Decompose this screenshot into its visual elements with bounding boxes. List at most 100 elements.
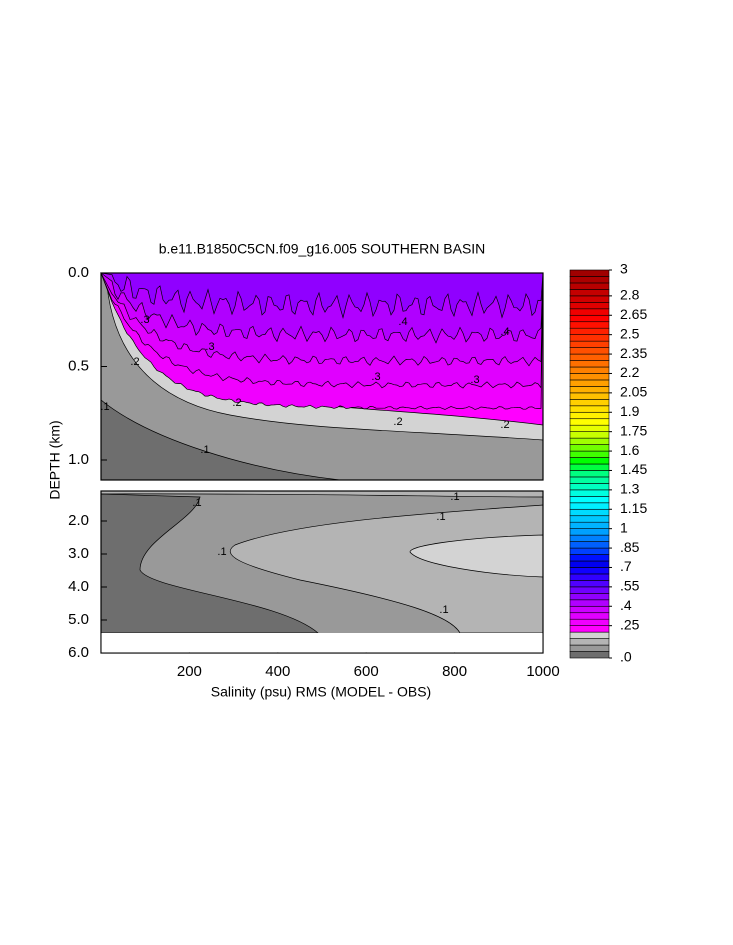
panel-frame (100, 272, 544, 481)
y-tick-label: 6.0 (68, 644, 89, 661)
colorbar-box (569, 521, 610, 529)
colorbar-label: 1.9 (620, 403, 640, 419)
contour-label: .3 (470, 374, 479, 386)
colorbar-box (569, 631, 610, 639)
y-tick-label: 0.5 (68, 357, 89, 374)
colorbar-box (569, 327, 610, 335)
colorbar-box (569, 612, 610, 620)
x-tick-label: 600 (354, 663, 379, 680)
colorbar-box (569, 392, 610, 400)
colorbar-box (569, 476, 610, 484)
colorbar-box (569, 282, 610, 290)
colorbar-box (569, 534, 610, 542)
colorbar-box (569, 457, 610, 465)
colorbar-box (569, 321, 610, 329)
colorbar-box (569, 547, 610, 555)
colorbar-box (569, 625, 610, 633)
colorbar-box (569, 411, 610, 420)
colorbar-box (569, 379, 610, 387)
colorbar-box (569, 541, 610, 549)
contour-fill (99, 272, 544, 634)
colorbar-box (569, 508, 610, 517)
colorbar-box (569, 340, 610, 348)
colorbar-box (569, 302, 610, 310)
x-tick-label: 200 (177, 663, 202, 680)
colorbar-box (569, 502, 610, 510)
colorbar-label: .0 (620, 649, 632, 665)
colorbar-box (569, 373, 610, 381)
contour-label: .3 (140, 314, 149, 326)
region (100, 399, 341, 481)
colorbar-box (569, 567, 610, 575)
colorbar-box (569, 580, 610, 588)
colorbar-box (569, 418, 610, 426)
colorbar-box (569, 554, 610, 562)
colorbar-label: .4 (620, 597, 632, 613)
colorbar-box (569, 347, 610, 355)
colorbar-box (569, 366, 610, 374)
colorbar-box (569, 644, 610, 652)
contour-label: .4 (398, 316, 407, 328)
contour-label: .3 (371, 371, 380, 383)
y-tick-label: 2.0 (68, 512, 89, 529)
region (100, 490, 544, 498)
region (100, 272, 544, 319)
colorbar-box (569, 651, 610, 659)
contour-bands (99, 272, 544, 410)
y-tick-label: 1.0 (68, 451, 89, 468)
colorbar-box (569, 450, 610, 458)
y-axis-label: DEPTH (km) (47, 420, 63, 499)
y-tick-label: 4.0 (68, 578, 89, 595)
no-data (101, 633, 543, 653)
region (100, 493, 319, 634)
x-tick-label: 800 (442, 663, 467, 680)
contour-label: .1 (450, 491, 459, 503)
chart-title: b.e11.B1850C5CN.f09_g16.005 SOUTHERN BAS… (159, 241, 486, 257)
contour-label: .2 (500, 419, 509, 431)
y-tick-label: 0.0 (68, 264, 89, 281)
colorbar-box (569, 470, 610, 478)
colorbar-box (569, 295, 610, 303)
colorbar-box (569, 560, 610, 568)
colorbar-box (569, 437, 610, 445)
contour-label: .2 (232, 397, 241, 409)
colorbar-label: 2.65 (620, 306, 647, 322)
colorbar-box (569, 483, 610, 491)
colorbar-label: .7 (620, 558, 632, 574)
contour-label: .1 (436, 511, 445, 523)
colorbar-box (569, 424, 610, 432)
contour-label: .3 (205, 341, 214, 353)
colorbar-box (569, 431, 610, 439)
colorbar-label: 1.15 (620, 500, 647, 516)
colorbar-box (569, 353, 610, 361)
colorbar-box (569, 573, 610, 581)
contour-label: .1 (100, 401, 109, 413)
colorbar-box (569, 496, 610, 504)
colorbar-box (569, 334, 610, 342)
colorbar-box (569, 386, 610, 394)
colorbar-label: 3 (620, 261, 628, 277)
colorbar-box (569, 605, 610, 614)
colorbar-label: .55 (620, 578, 640, 594)
colorbar-label: .85 (620, 539, 640, 555)
y-tick-label: 3.0 (68, 545, 89, 562)
region (229, 504, 544, 634)
colorbar-box (569, 586, 610, 594)
contour-label: .1 (217, 546, 226, 558)
colorbar-box (569, 463, 610, 471)
colorbar-label: 2.05 (620, 384, 647, 400)
colorbar-label: 2.2 (620, 364, 640, 380)
colorbar-box (569, 599, 610, 607)
contour-label: .1 (192, 497, 201, 509)
colorbar-box (569, 405, 610, 413)
contour-label: .1 (200, 444, 209, 456)
colorbar-box (569, 276, 610, 284)
contour-label: .1 (439, 604, 448, 616)
colorbar-box (569, 314, 610, 323)
colorbar-label: 2.8 (620, 287, 640, 303)
colorbar-label: 2.35 (620, 345, 647, 361)
colorbar-box (569, 399, 610, 407)
colorbar-box (569, 618, 610, 626)
colorbar-box (569, 269, 610, 277)
